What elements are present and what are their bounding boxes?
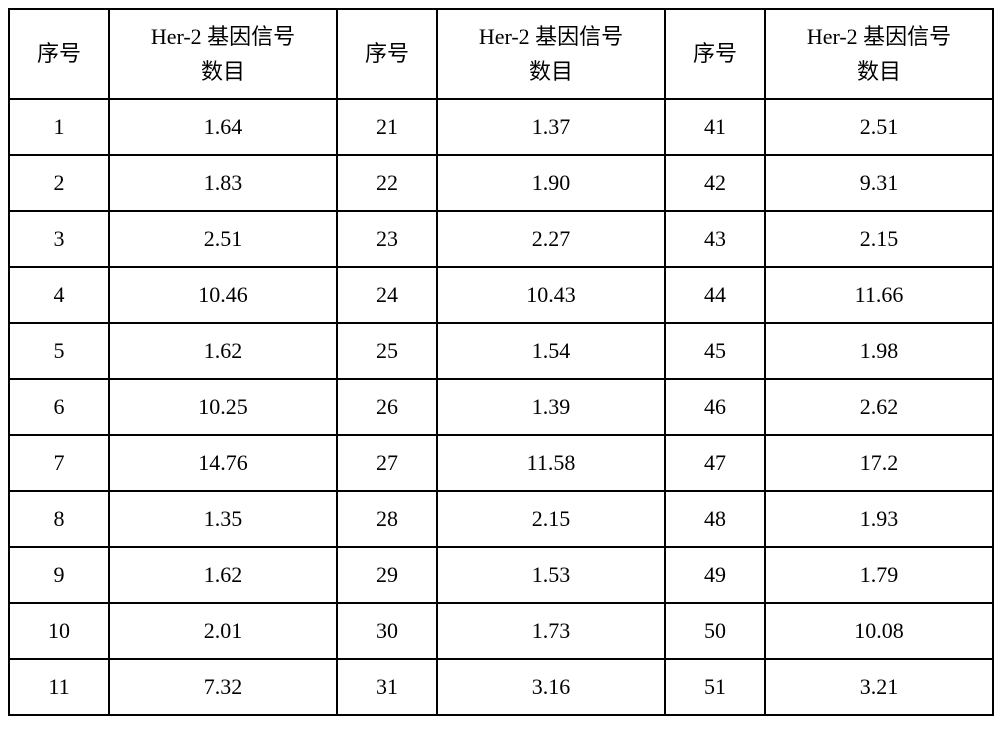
her2-signal-table: 序号 Her-2 基因信号 数目 序号 Her-2 基因信号 数目 序号 Her… <box>8 8 994 716</box>
header-label-line2: 数目 <box>442 54 660 89</box>
cell-val3: 2.15 <box>765 211 993 267</box>
cell-val2: 1.53 <box>437 547 665 603</box>
table-row: 2 1.83 22 1.90 42 9.31 <box>9 155 993 211</box>
cell-seq2: 26 <box>337 379 437 435</box>
table-row: 11 7.32 31 3.16 51 3.21 <box>9 659 993 715</box>
header-label-line2: 数目 <box>114 54 332 89</box>
cell-seq3: 51 <box>665 659 765 715</box>
cell-val3: 3.21 <box>765 659 993 715</box>
cell-seq2: 25 <box>337 323 437 379</box>
col-header-seq3: 序号 <box>665 9 765 99</box>
cell-val1: 2.51 <box>109 211 337 267</box>
cell-val2: 1.90 <box>437 155 665 211</box>
cell-val3: 2.51 <box>765 99 993 155</box>
cell-seq2: 27 <box>337 435 437 491</box>
cell-val2: 1.39 <box>437 379 665 435</box>
cell-seq1: 4 <box>9 267 109 323</box>
cell-seq2: 30 <box>337 603 437 659</box>
cell-val1: 10.25 <box>109 379 337 435</box>
cell-seq2: 31 <box>337 659 437 715</box>
cell-seq1: 6 <box>9 379 109 435</box>
cell-seq3: 49 <box>665 547 765 603</box>
header-label-line1: Her-2 基因信号 <box>114 19 332 54</box>
cell-val2: 11.58 <box>437 435 665 491</box>
cell-val2: 3.16 <box>437 659 665 715</box>
cell-seq1: 1 <box>9 99 109 155</box>
cell-seq1: 5 <box>9 323 109 379</box>
cell-seq2: 29 <box>337 547 437 603</box>
table-header-row: 序号 Her-2 基因信号 数目 序号 Her-2 基因信号 数目 序号 Her… <box>9 9 993 99</box>
cell-seq1: 2 <box>9 155 109 211</box>
cell-val2: 2.15 <box>437 491 665 547</box>
cell-seq2: 28 <box>337 491 437 547</box>
cell-val2: 1.73 <box>437 603 665 659</box>
cell-seq3: 41 <box>665 99 765 155</box>
cell-val1: 14.76 <box>109 435 337 491</box>
header-label: 序号 <box>342 36 432 71</box>
cell-seq3: 48 <box>665 491 765 547</box>
cell-seq1: 7 <box>9 435 109 491</box>
header-label: 序号 <box>14 36 104 71</box>
table-row: 3 2.51 23 2.27 43 2.15 <box>9 211 993 267</box>
cell-seq3: 44 <box>665 267 765 323</box>
header-label-line2: 数目 <box>770 54 988 89</box>
cell-val3: 17.2 <box>765 435 993 491</box>
cell-val1: 1.64 <box>109 99 337 155</box>
cell-val1: 1.83 <box>109 155 337 211</box>
cell-seq3: 43 <box>665 211 765 267</box>
header-label-line1: Her-2 基因信号 <box>442 19 660 54</box>
cell-seq2: 21 <box>337 99 437 155</box>
table-row: 9 1.62 29 1.53 49 1.79 <box>9 547 993 603</box>
table-row: 8 1.35 28 2.15 48 1.93 <box>9 491 993 547</box>
cell-val1: 7.32 <box>109 659 337 715</box>
cell-val2: 2.27 <box>437 211 665 267</box>
col-header-val3: Her-2 基因信号 数目 <box>765 9 993 99</box>
cell-seq2: 24 <box>337 267 437 323</box>
cell-seq2: 23 <box>337 211 437 267</box>
cell-seq3: 42 <box>665 155 765 211</box>
table-row: 6 10.25 26 1.39 46 2.62 <box>9 379 993 435</box>
col-header-seq2: 序号 <box>337 9 437 99</box>
table-body: 1 1.64 21 1.37 41 2.51 2 1.83 22 1.90 42… <box>9 99 993 715</box>
col-header-seq1: 序号 <box>9 9 109 99</box>
cell-val1: 1.35 <box>109 491 337 547</box>
cell-val2: 1.37 <box>437 99 665 155</box>
cell-seq1: 9 <box>9 547 109 603</box>
cell-seq1: 3 <box>9 211 109 267</box>
cell-val1: 2.01 <box>109 603 337 659</box>
cell-seq1: 10 <box>9 603 109 659</box>
table-row: 4 10.46 24 10.43 44 11.66 <box>9 267 993 323</box>
cell-seq2: 22 <box>337 155 437 211</box>
cell-seq1: 8 <box>9 491 109 547</box>
cell-val1: 1.62 <box>109 547 337 603</box>
col-header-val1: Her-2 基因信号 数目 <box>109 9 337 99</box>
table-row: 7 14.76 27 11.58 47 17.2 <box>9 435 993 491</box>
cell-val2: 1.54 <box>437 323 665 379</box>
cell-seq3: 50 <box>665 603 765 659</box>
cell-val2: 10.43 <box>437 267 665 323</box>
table-row: 1 1.64 21 1.37 41 2.51 <box>9 99 993 155</box>
cell-seq3: 45 <box>665 323 765 379</box>
cell-val3: 1.93 <box>765 491 993 547</box>
cell-val3: 9.31 <box>765 155 993 211</box>
cell-val3: 10.08 <box>765 603 993 659</box>
cell-val1: 10.46 <box>109 267 337 323</box>
header-label: 序号 <box>670 36 760 71</box>
cell-val1: 1.62 <box>109 323 337 379</box>
cell-val3: 2.62 <box>765 379 993 435</box>
cell-seq3: 46 <box>665 379 765 435</box>
cell-seq3: 47 <box>665 435 765 491</box>
table-row: 5 1.62 25 1.54 45 1.98 <box>9 323 993 379</box>
cell-val3: 1.79 <box>765 547 993 603</box>
cell-val3: 1.98 <box>765 323 993 379</box>
table-row: 10 2.01 30 1.73 50 10.08 <box>9 603 993 659</box>
cell-seq1: 11 <box>9 659 109 715</box>
cell-val3: 11.66 <box>765 267 993 323</box>
col-header-val2: Her-2 基因信号 数目 <box>437 9 665 99</box>
header-label-line1: Her-2 基因信号 <box>770 19 988 54</box>
